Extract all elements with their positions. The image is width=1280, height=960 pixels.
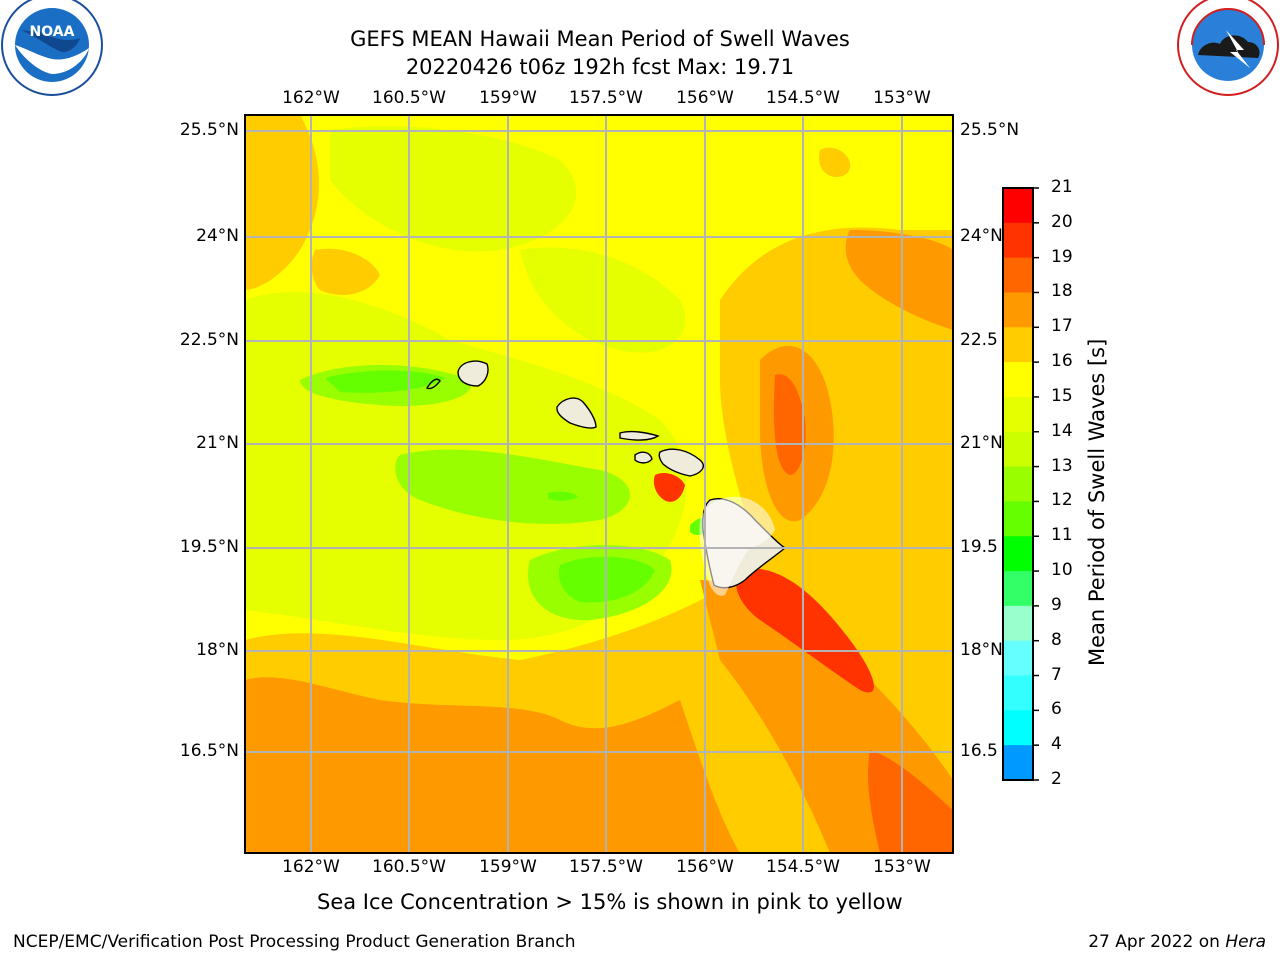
- lat-tick-label: 19.5: [960, 537, 998, 557]
- lat-tick-label: 22.5°N: [179, 330, 239, 350]
- colorbar-bin: [1003, 501, 1033, 537]
- lat-tick-label: 21°N: [196, 433, 239, 453]
- lon-tick-label: 153°W: [873, 857, 931, 877]
- colorbar-bin: [1003, 327, 1033, 363]
- colorbar-tick-label: 12: [1051, 490, 1073, 511]
- colorbar-bin: [1003, 710, 1033, 746]
- lon-tick-label: 154.5°W: [766, 88, 840, 108]
- colorbar-label: Mean Period of Swell Waves [s]: [1085, 338, 1109, 666]
- footer-host: Hera: [1225, 932, 1266, 952]
- swell-period-field: [245, 115, 953, 853]
- colorbar-bin: [1003, 362, 1033, 398]
- lon-tick-label: 160.5°W: [372, 857, 446, 877]
- colorbar-tick-label: 19: [1051, 246, 1073, 267]
- colorbar-tick-label: 17: [1051, 316, 1073, 337]
- lon-tick-label: 153°W: [873, 88, 931, 108]
- lon-tick-label: 159°W: [479, 88, 537, 108]
- colorbar-bin: [1003, 571, 1033, 607]
- colorbar-bin: [1003, 745, 1033, 781]
- colorbar-tick-label: 14: [1051, 420, 1073, 441]
- colorbar-bin: [1003, 257, 1033, 293]
- footer-date-text: 27 Apr 2022 on: [1088, 932, 1226, 952]
- lat-tick-label: 21°N: [960, 433, 1003, 453]
- colorbar-tick-label: 21: [1051, 177, 1073, 197]
- lat-tick-label: 24°N: [960, 226, 1003, 246]
- colorbar-bin: [1003, 396, 1033, 433]
- nws-logo: [1177, 0, 1279, 96]
- colorbar-bin: [1003, 431, 1033, 468]
- colorbar-tick-label: 7: [1051, 664, 1062, 685]
- colorbar-tick-label: 13: [1051, 455, 1073, 476]
- colorbar-bin: [1003, 536, 1033, 572]
- colorbar-bin: [1003, 675, 1033, 711]
- lon-tick-label: 159°W: [479, 857, 537, 877]
- colorbar-tick-label: 10: [1051, 560, 1073, 581]
- graticule: [245, 115, 953, 853]
- map-frame: [244, 114, 954, 854]
- colorbar-tick-label: 9: [1051, 594, 1062, 615]
- colorbar-tick-label: 2: [1051, 769, 1062, 789]
- land-mask: [699, 496, 775, 596]
- lat-tick-label: 16.5°N: [179, 741, 239, 761]
- footer-branch: NCEP/EMC/Verification Post Processing Pr…: [13, 932, 576, 952]
- lat-tick-label: 25.5°N: [960, 120, 1020, 140]
- lon-tick-label: 157.5°W: [569, 88, 643, 108]
- colorbar-bin: [1003, 188, 1033, 224]
- lat-tick-label: 16.5: [960, 741, 998, 761]
- lon-tick-label: 154.5°W: [766, 857, 840, 877]
- colorbar-tick-label: 15: [1051, 385, 1073, 406]
- colorbar-bin: [1003, 605, 1033, 642]
- colorbar-tick-label: 16: [1051, 351, 1073, 372]
- colorbar-tick-label: 20: [1051, 211, 1073, 232]
- sea-ice-caption: Sea Ice Concentration > 15% is shown in …: [317, 890, 903, 914]
- lon-tick-label: 157.5°W: [569, 857, 643, 877]
- colorbar-tick-label: 6: [1051, 699, 1062, 720]
- chart-title-line2: 20220426 t06z 192h fcst Max: 19.71: [405, 55, 795, 79]
- noaa-logo: NOAA: [1, 0, 103, 96]
- lat-tick-label: 22.5: [960, 330, 998, 350]
- lon-tick-label: 156°W: [676, 88, 734, 108]
- noaa-wordmark: NOAA: [30, 24, 75, 40]
- lon-tick-label: 160.5°W: [372, 88, 446, 108]
- colorbar-tick-label: 11: [1051, 525, 1073, 546]
- colorbar: [1002, 187, 1039, 781]
- colorbar-tick-label: 8: [1051, 629, 1062, 650]
- colorbar-tick-label: 18: [1051, 281, 1073, 302]
- footer-date: 27 Apr 2022 on Hera: [1088, 932, 1266, 952]
- lon-tick-label: 162°W: [282, 857, 340, 877]
- lat-tick-label: 18°N: [960, 640, 1003, 660]
- lon-tick-label: 162°W: [282, 88, 340, 108]
- colorbar-bin: [1003, 640, 1033, 677]
- lat-tick-label: 25.5°N: [179, 120, 239, 140]
- colorbar-bin: [1003, 222, 1033, 259]
- chart-title-line1: GEFS MEAN Hawaii Mean Period of Swell Wa…: [350, 27, 850, 51]
- lat-tick-label: 24°N: [196, 226, 239, 246]
- colorbar-bin: [1003, 466, 1033, 502]
- colorbar-frame: [1002, 187, 1034, 781]
- colorbar-tick-label: 4: [1051, 734, 1062, 755]
- colorbar-bin: [1003, 292, 1033, 328]
- lat-tick-label: 19.5°N: [179, 537, 239, 557]
- lat-tick-label: 18°N: [196, 640, 239, 660]
- lon-tick-label: 156°W: [676, 857, 734, 877]
